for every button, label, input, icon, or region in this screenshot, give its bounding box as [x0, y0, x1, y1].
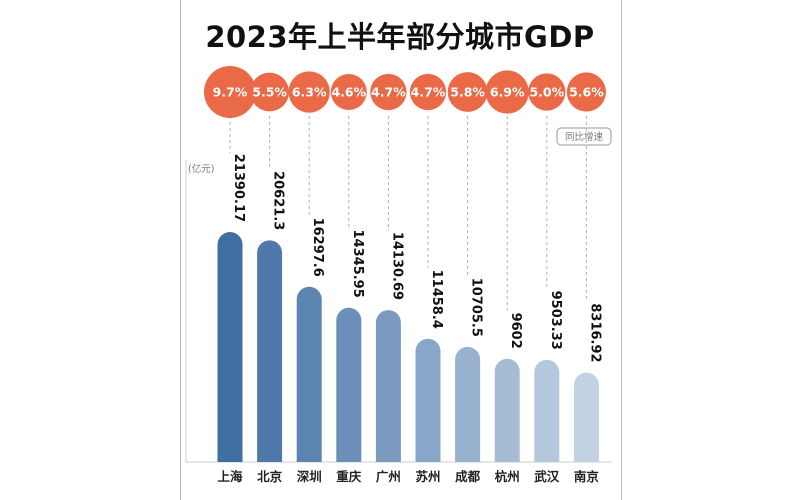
category-label: 杭州 [495, 469, 520, 484]
value-label: 20621.3 [271, 171, 286, 230]
value-label: 14130.69 [389, 232, 404, 300]
value-label: 10705.5 [469, 278, 484, 337]
growth-bubble [528, 73, 566, 111]
category-label: 广州 [376, 469, 401, 484]
value-label: 21390.17 [231, 154, 246, 222]
growth-label: 5.0% [529, 85, 564, 100]
growth-legend: 同比增速 [556, 127, 612, 146]
category-label: 武汉 [534, 469, 560, 484]
bar-重庆 [336, 307, 362, 462]
growth-bubble [288, 71, 330, 113]
category-label: 重庆 [336, 469, 362, 484]
growth-bubble [409, 73, 447, 111]
growth-bubble [330, 74, 367, 110]
category-label: 苏州 [415, 469, 440, 484]
growth-label: 5.6% [569, 85, 604, 100]
growth-label: 4.7% [371, 85, 406, 100]
bar-深圳 [296, 286, 322, 462]
category-label: 深圳 [297, 469, 322, 484]
growth-bubble [447, 72, 488, 112]
growth-label: 4.6% [331, 85, 366, 100]
value-label: 8316.92 [587, 303, 602, 362]
bar-广州 [375, 310, 401, 462]
growth-bubble [204, 66, 256, 118]
growth-label: 6.3% [292, 85, 327, 100]
right-divider-line [621, 0, 622, 500]
growth-label: 4.7% [411, 85, 446, 100]
growth-legend-label: 同比增速 [565, 131, 604, 143]
growth-bubble [250, 72, 290, 112]
chart-title: 2023年上半年部分城市GDP [205, 20, 595, 54]
value-label: 11458.4 [429, 270, 444, 329]
bar-北京 [257, 240, 283, 462]
left-divider-line [180, 0, 181, 500]
growth-label: 6.9% [490, 85, 525, 100]
growth-label: 9.7% [213, 85, 248, 100]
growth-legend-box [556, 127, 612, 146]
bar-南京 [573, 372, 599, 462]
value-label: 16297.6 [310, 218, 325, 277]
bar-杭州 [494, 358, 520, 462]
growth-bubble [566, 72, 606, 112]
bar-武汉 [534, 359, 560, 462]
value-label: 9503.33 [548, 291, 563, 350]
growth-bubble [370, 73, 407, 111]
category-label: 上海 [217, 469, 243, 484]
growth-label: 5.8% [450, 85, 485, 100]
bar-苏州 [415, 338, 441, 462]
growth-bubble [485, 70, 529, 114]
category-label: 成都 [455, 469, 481, 484]
bar-成都 [455, 346, 481, 462]
growth-label: 5.5% [252, 85, 287, 100]
y-axis-unit-label: (亿元) [188, 163, 214, 175]
bar-上海 [217, 232, 243, 462]
category-label: 南京 [574, 469, 600, 484]
value-label: 14345.95 [350, 230, 365, 298]
value-label: 9602 [508, 313, 523, 349]
category-label: 北京 [257, 469, 283, 484]
